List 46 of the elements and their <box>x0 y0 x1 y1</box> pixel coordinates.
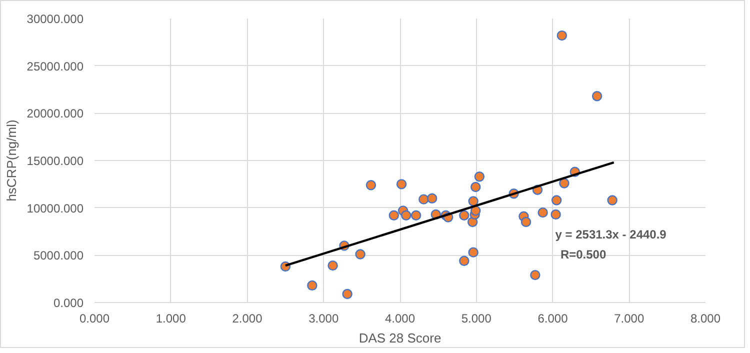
point <box>468 247 478 258</box>
point <box>530 270 540 280</box>
point <box>342 288 352 300</box>
x-tick-label: 5.000 <box>461 312 492 326</box>
point <box>426 193 438 204</box>
point <box>459 210 470 220</box>
point <box>474 172 485 182</box>
y-tick-label: 10000.000 <box>26 201 84 216</box>
y-tick-label: 25000.000 <box>26 59 84 74</box>
y-tick-label: 15000.000 <box>26 154 84 168</box>
point <box>410 210 422 220</box>
y-tick-label: 30000.000 <box>26 12 84 26</box>
point <box>550 209 561 220</box>
point <box>520 216 532 228</box>
x-axis-title: DAS 28 Score <box>358 330 442 346</box>
point <box>556 30 568 41</box>
point <box>538 207 548 218</box>
point <box>355 249 366 260</box>
annotation: y = 2531.3x - 2440.9 <box>555 227 667 242</box>
x-tick-label: 6.000 <box>538 312 568 326</box>
x-tick-label: 1.000 <box>156 312 186 326</box>
point <box>388 210 399 220</box>
point <box>468 196 478 206</box>
point <box>592 91 602 102</box>
point <box>470 182 481 192</box>
x-tick-label: 4.000 <box>384 312 416 326</box>
y-axis-title: hsCRP(ng/ml) <box>4 120 19 202</box>
x-tick-label: 8.000 <box>690 312 721 326</box>
x-tick-label: 7.000 <box>614 312 644 326</box>
point <box>459 256 470 266</box>
point <box>559 178 570 188</box>
y-tick-label: 5000.000 <box>33 248 84 263</box>
point <box>418 194 429 204</box>
annotation: R=0.500 <box>560 247 606 262</box>
point <box>366 180 376 190</box>
x-tick-label: 3.000 <box>308 312 339 326</box>
point <box>401 210 412 220</box>
x-tick-label: 0.000 <box>79 312 110 326</box>
point <box>396 179 407 190</box>
point <box>607 195 618 206</box>
point <box>307 280 318 291</box>
y-tick-label: 20000.000 <box>26 106 84 121</box>
point <box>328 260 338 271</box>
x-tick-label: 2.000 <box>232 312 263 326</box>
point <box>551 195 562 206</box>
y-tick-label: 0.000 <box>53 296 84 310</box>
